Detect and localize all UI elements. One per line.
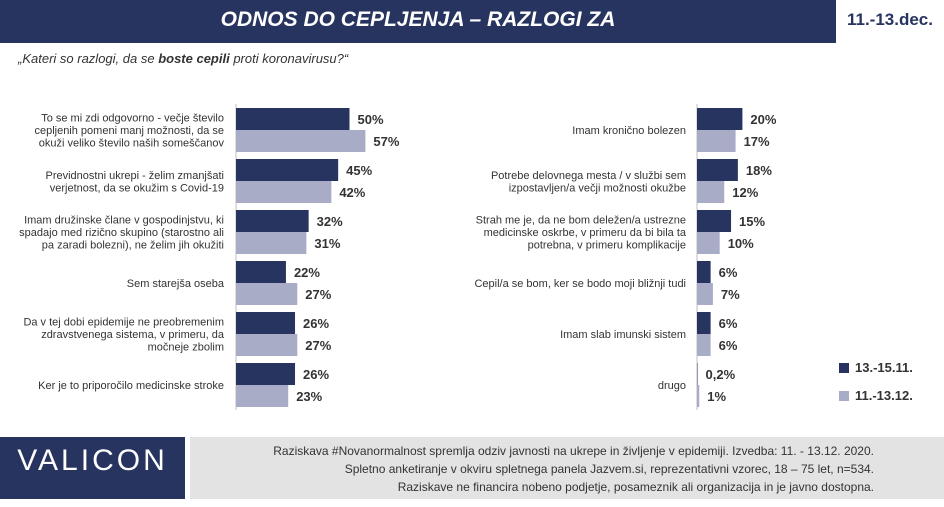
bar-panel2-item1-series1: [697, 108, 743, 130]
category-label-panel1-item1-line2: cepljenih pomeni manj možnosti, da se: [34, 125, 224, 137]
bar-panel2-item4-series1: [697, 261, 711, 283]
survey-question: „Kateri so razlogi, da se boste cepili p…: [18, 51, 348, 66]
legend-swatch-series1: [839, 363, 849, 373]
category-label-panel2-item5-line1: Imam slab imunski sistem: [560, 329, 686, 341]
legend-item-series1: 13.-15.11.: [839, 360, 913, 375]
bar-chart: 50% 57% To se mi zdi odgovorno - večje šte…: [19, 104, 777, 410]
value-label-panel2-item1-series2: 17%: [744, 134, 770, 149]
footer-note-line-2: Spletno anketiranje v okviru spletnega p…: [344, 462, 874, 476]
value-label-panel1-item5-series2: 27%: [305, 338, 331, 353]
bar-panel1-item4-series1: [236, 261, 286, 283]
category-label-panel1-item5-line1: Da v tej dobi epidemije ne preobremenim: [23, 317, 224, 329]
category-label-panel1-item3-line2: spadajo med rizično skupino (starostno a…: [19, 227, 224, 239]
footer-note-line-3: Raziskave ne financira nobeno podjetje, …: [397, 480, 874, 494]
category-label-panel2-item1-line1: Imam kronično bolezen: [572, 125, 686, 137]
footer-note-line-1: Raziskava #Novanormalnost spremlja odziv…: [273, 444, 874, 458]
bar-panel1-item6-series1: [236, 363, 296, 385]
page-title: ODNOS DO CEPLJENJA – RAZLOGI ZA: [220, 8, 616, 31]
value-label-panel1-item5-series1: 26%: [303, 316, 329, 331]
category-label-panel1-item1-line1: To se mi zdi odgovorno - večje število: [41, 113, 224, 125]
bar-panel2-item5-series2: [697, 334, 711, 356]
value-label-panel1-item3-series2: 31%: [314, 236, 340, 251]
value-label-panel2-item6-series1: 0,2%: [706, 367, 736, 382]
bar-panel1-item3-series1: [236, 210, 309, 232]
logo-box: [0, 437, 185, 499]
bar-panel2-item6-series2: [697, 385, 700, 407]
bar-panel2-item2-series1: [697, 159, 738, 181]
legend-item-series2: 11.-13.12.: [839, 388, 913, 403]
bar-panel2-item1-series2: [697, 130, 736, 152]
bar-panel1-item2-series1: [236, 159, 339, 181]
bar-panel1-item4-series2: [236, 283, 298, 305]
value-label-panel1-item6-series1: 26%: [303, 367, 329, 382]
bar-panel1-item1-series2: [236, 130, 366, 152]
category-label-panel2-item3-line3: potrebna, v primeru komplikacije: [528, 240, 686, 252]
category-label-panel1-item1-line3: okuži veliko število naših someščanov: [39, 138, 225, 150]
bar-panel2-item4-series2: [697, 283, 713, 305]
bar-panel1-item3-series2: [236, 232, 307, 254]
value-label-panel1-item6-series2: 23%: [296, 389, 322, 404]
legend-label-series2: 11.-13.12.: [855, 388, 913, 403]
bar-panel2-item3-series2: [697, 232, 720, 254]
question-emphasis: boste cepili: [158, 51, 230, 66]
question-prefix: „Kateri so razlogi, da se: [18, 51, 159, 66]
value-label-panel2-item2-series2: 12%: [732, 185, 758, 200]
bar-panel1-item6-series2: [236, 385, 289, 407]
value-label-panel2-item5-series2: 6%: [719, 338, 738, 353]
bar-panel2-item2-series2: [697, 181, 725, 203]
bar-panel1-item5-series1: [236, 312, 296, 334]
bar-panel1-item1-series1: [236, 108, 350, 130]
survey-date: 11.-13.dec.: [846, 10, 933, 29]
value-label-panel2-item3-series2: 10%: [728, 236, 754, 251]
category-label-panel2-item2-line1: Potrebe delovnega mesta / v službi sem: [491, 170, 686, 182]
category-label-panel2-item6-line1: drugo: [658, 380, 686, 392]
category-label-panel1-item6-line1: Ker je to priporočilo medicinske stroke: [38, 380, 224, 392]
value-label-panel1-item1-series2: 57%: [373, 134, 399, 149]
value-label-panel1-item1-series1: 50%: [358, 112, 384, 127]
category-label-panel1-item2-line2: verjetnost, da se okužim s Covid-19: [50, 182, 224, 194]
value-label-panel2-item2-series1: 18%: [746, 163, 772, 178]
valicon-logo: VALICON: [17, 444, 168, 477]
category-label-panel2-item3-line1: Strah me je, da ne bom deležen/a ustrezn…: [476, 215, 686, 227]
bar-panel2-item5-series1: [697, 312, 711, 334]
legend-swatch-series2: [839, 391, 849, 401]
bar-panel1-item2-series2: [236, 181, 332, 203]
category-label-panel1-item5-line2: zdravstvenega sistema, v primeru, da: [41, 329, 225, 341]
value-label-panel1-item2-series2: 42%: [339, 185, 365, 200]
title-bar: [0, 0, 836, 43]
value-label-panel2-item1-series1: 20%: [750, 112, 776, 127]
category-label-panel1-item4-line1: Sem starejša oseba: [127, 278, 225, 290]
value-label-panel2-item4-series2: 7%: [721, 287, 740, 302]
category-label-panel1-item2-line1: Previdnostni ukrepi - želim zmanjšati: [45, 170, 224, 182]
category-label-panel2-item3-line2: medicinske oskrbe, v primeru da bi bila …: [484, 227, 687, 239]
value-label-panel2-item5-series1: 6%: [719, 316, 738, 331]
value-label-panel1-item4-series2: 27%: [305, 287, 331, 302]
category-label-panel2-item2-line2: izpostavljen/a večji možnosti okužbe: [509, 182, 686, 194]
footer-note-box: [190, 437, 944, 499]
category-label-panel1-item5-line3: močneje zbolim: [148, 342, 224, 354]
category-label-panel2-item4-line1: Cepil/a se bom, ker se bodo moji bližnji…: [474, 278, 686, 290]
legend-label-series1: 13.-15.11.: [855, 360, 913, 375]
question-suffix: proti koronavirusu?“: [229, 51, 349, 66]
category-label-panel1-item3-line3: pa zaradi bolezni), ne želim jih okužiti: [42, 240, 224, 252]
value-label-panel1-item2-series1: 45%: [346, 163, 372, 178]
value-label-panel1-item4-series1: 22%: [294, 265, 320, 280]
bar-panel2-item3-series1: [697, 210, 732, 232]
bar-panel1-item5-series2: [236, 334, 298, 356]
bar-panel2-item6-series1: [697, 363, 698, 385]
value-label-panel2-item6-series2: 1%: [707, 389, 726, 404]
value-label-panel1-item3-series1: 32%: [317, 214, 343, 229]
value-label-panel2-item4-series1: 6%: [719, 265, 738, 280]
value-label-panel2-item3-series1: 15%: [739, 214, 765, 229]
category-label-panel1-item3-line1: Imam družinske člane v gospodinjstvu, ki: [24, 215, 224, 227]
